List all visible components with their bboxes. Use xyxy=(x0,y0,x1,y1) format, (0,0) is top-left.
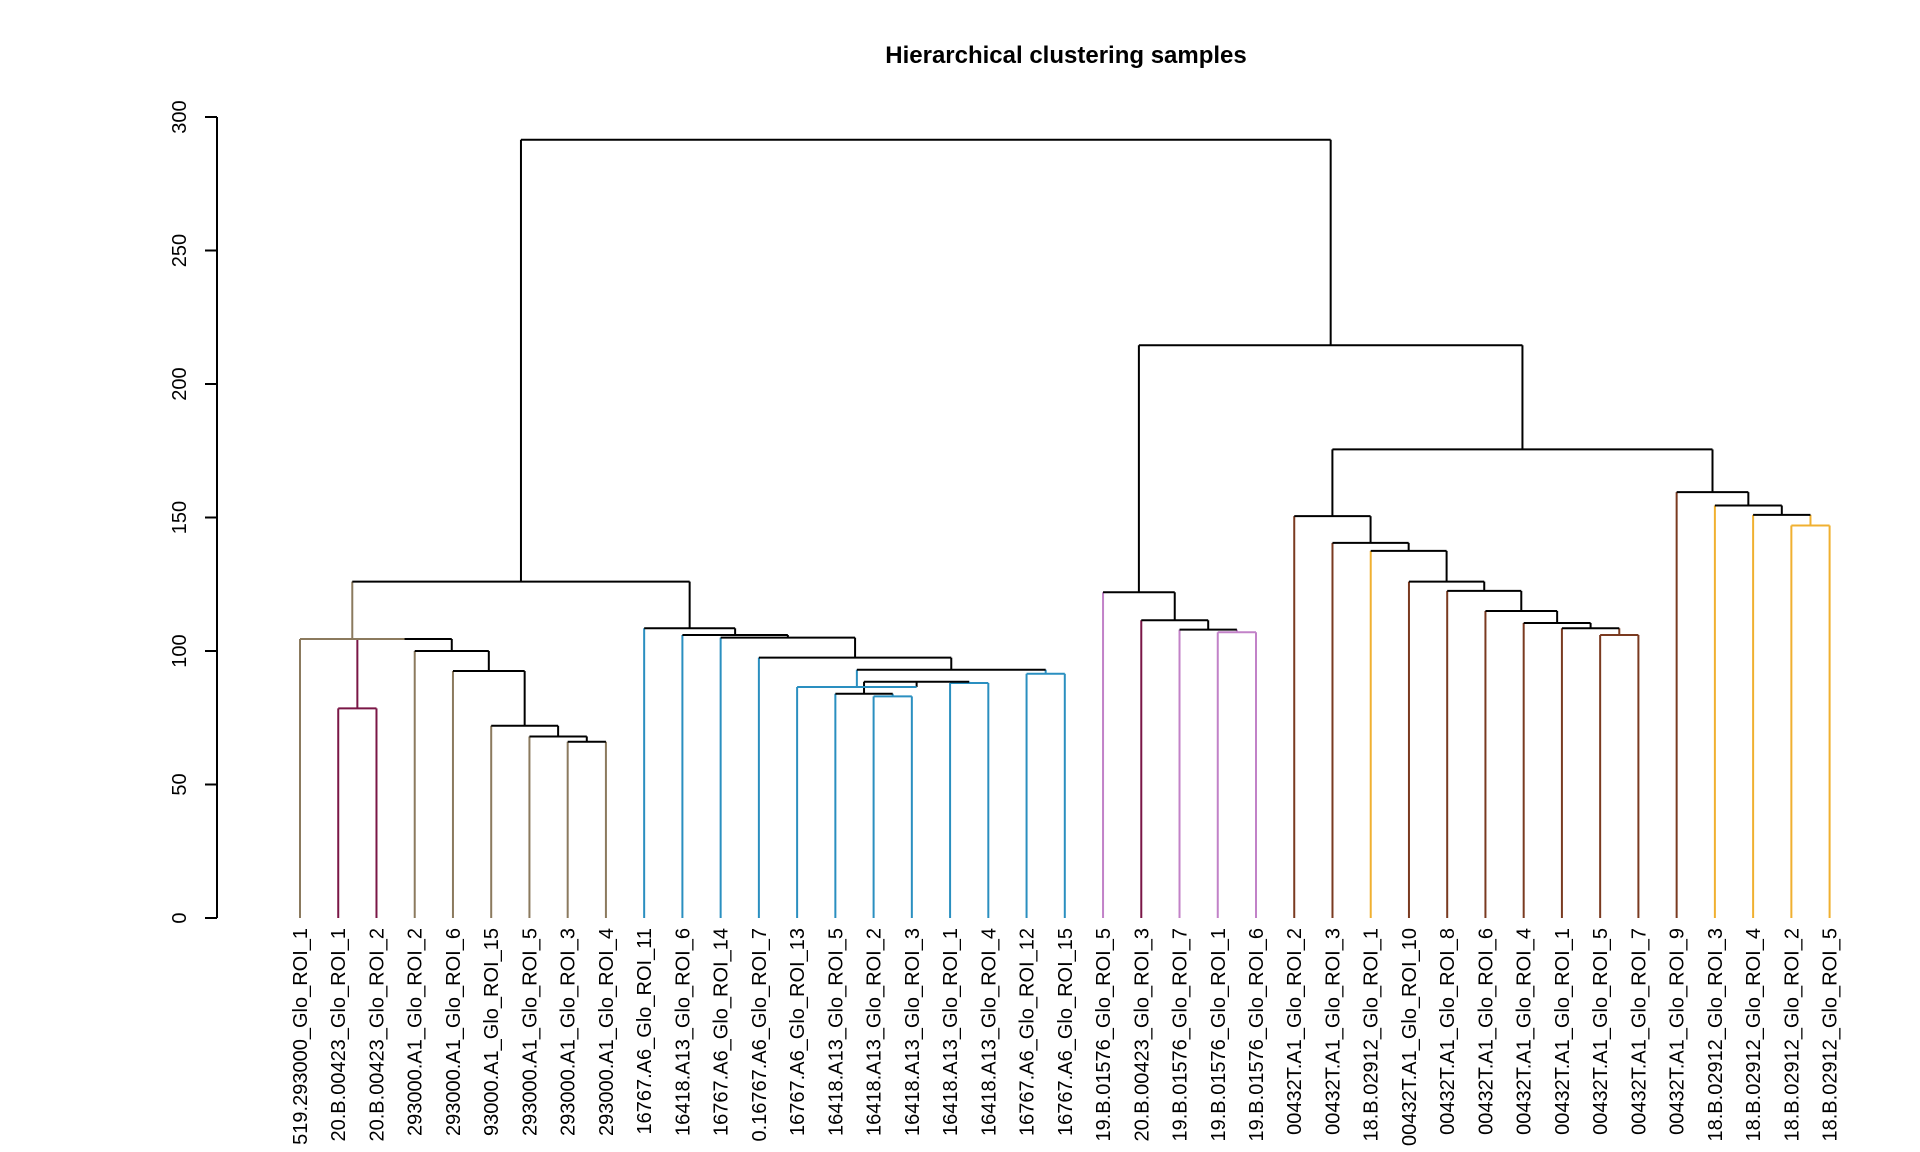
leaf-label: 18.B.02912_Glo_ROI_1 xyxy=(1361,928,1383,1142)
y-tick-label: 0 xyxy=(169,912,191,923)
leaf-label: 16418.A13_Glo_ROI_1 xyxy=(940,928,962,1136)
leaf-label: 00432T.A1_Glo_ROI_7 xyxy=(1628,928,1650,1135)
leaf-label: 00432T.A1_Glo_ROI_1 xyxy=(1552,928,1574,1135)
leaf-label: 16418.A13_Glo_ROI_4 xyxy=(978,928,1000,1136)
y-tick-label: 200 xyxy=(169,367,191,400)
leaf-label: 93000.A1_Glo_ROI_15 xyxy=(481,928,503,1136)
leaf-label: 00432T.A1_Glo_ROI_5 xyxy=(1590,928,1612,1135)
leaf-label: 19.B.01576_Glo_ROI_6 xyxy=(1246,928,1268,1142)
leaf-label: 18.B.02912_Glo_ROI_4 xyxy=(1743,928,1765,1142)
y-axis-ticks: 0 50 100 150 200 250 300 xyxy=(169,100,217,924)
leaf-label: 20.B.00423_Glo_ROI_3 xyxy=(1131,928,1153,1142)
leaf-label: 00432T.A1_Glo_ROI_8 xyxy=(1437,928,1459,1135)
y-tick-label: 300 xyxy=(169,100,191,133)
leaf-label: 293000.A1_Glo_ROI_2 xyxy=(405,928,427,1136)
leaf-label: 16767.A6_Glo_ROI_12 xyxy=(1017,928,1039,1136)
leaf-label: 18.B.02912_Glo_ROI_2 xyxy=(1781,928,1803,1142)
leaf-label: 293000.A1_Glo_ROI_4 xyxy=(596,928,618,1136)
chart-title: Hierarchical clustering samples xyxy=(885,42,1247,69)
leaf-labels: 519.293000_Glo_ROI_1 20.B.00423_Glo_ROI_1… xyxy=(290,928,1842,1146)
y-tick-label: 250 xyxy=(169,234,191,267)
leaf-label: 16767.A6_Glo_ROI_11 xyxy=(634,928,656,1134)
leaf-label: 19.B.01576_Glo_ROI_5 xyxy=(1093,928,1115,1142)
leaf-label: 00432T.A1_Glo_ROI_3 xyxy=(1322,928,1344,1135)
y-tick-label: 100 xyxy=(169,634,191,667)
leaf-label: 293000.A1_Glo_ROI_3 xyxy=(558,928,580,1136)
leaf-label: 16767.A6_Glo_ROI_13 xyxy=(787,928,809,1136)
leaf-label: 16418.A13_Glo_ROI_5 xyxy=(825,928,847,1136)
leaf-label: 16418.A13_Glo_ROI_3 xyxy=(902,928,924,1136)
leaf-label: 16767.A6_Glo_ROI_15 xyxy=(1055,928,1077,1136)
leaf-label: 00432T.A1_Glo_ROI_6 xyxy=(1475,928,1497,1135)
leaf-label: 0.16767.A6_Glo_ROI_7 xyxy=(749,928,771,1142)
y-tick-label: 50 xyxy=(169,773,191,795)
leaf-label: 00432T.A1_Glo_ROI_2 xyxy=(1284,928,1306,1135)
leaf-label: 00432T.A1_Glo_ROI_4 xyxy=(1514,928,1536,1135)
dendrogram-branches xyxy=(299,138,1831,918)
leaf-label: 19.B.01576_Glo_ROI_7 xyxy=(1170,928,1192,1142)
leaf-label: 20.B.00423_Glo_ROI_1 xyxy=(328,928,350,1142)
leaf-label: 519.293000_Glo_ROI_1 xyxy=(290,928,312,1145)
leaf-label: 16767.A6_Glo_ROI_14 xyxy=(711,928,733,1136)
leaf-label: 18.B.02912_Glo_ROI_3 xyxy=(1705,928,1727,1142)
leaf-label: 16418.A13_Glo_ROI_2 xyxy=(864,928,886,1136)
leaf-label: 00432T.A1_Glo_ROI_10 xyxy=(1399,928,1421,1146)
y-tick-label: 150 xyxy=(169,501,191,534)
leaf-label: 293000.A1_Glo_ROI_6 xyxy=(443,928,465,1136)
leaf-label: 00432T.A1_Glo_ROI_9 xyxy=(1667,928,1689,1135)
leaf-label: 20.B.00423_Glo_ROI_2 xyxy=(366,928,388,1142)
leaf-label: 19.B.01576_Glo_ROI_1 xyxy=(1208,928,1230,1142)
leaf-label: 293000.A1_Glo_ROI_5 xyxy=(519,928,541,1136)
leaf-label: 18.B.02912_Glo_ROI_5 xyxy=(1820,928,1842,1142)
leaf-label: 16418.A13_Glo_ROI_6 xyxy=(672,928,694,1136)
